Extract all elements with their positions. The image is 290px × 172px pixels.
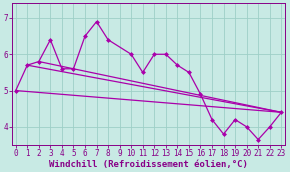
X-axis label: Windchill (Refroidissement éolien,°C): Windchill (Refroidissement éolien,°C) — [49, 159, 248, 169]
